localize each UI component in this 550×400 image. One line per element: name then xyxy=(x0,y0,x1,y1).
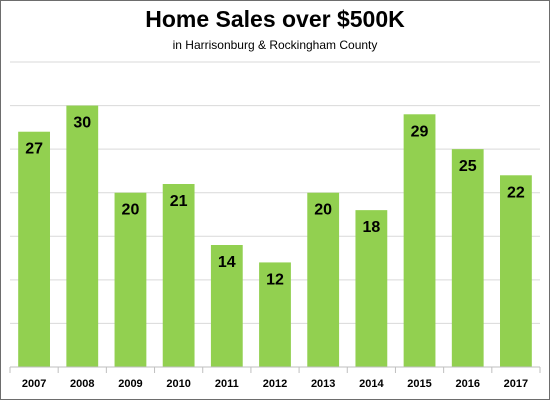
bar-2012 xyxy=(259,262,291,367)
data-label-2015: 29 xyxy=(411,123,429,140)
x-tick-label-2013: 2013 xyxy=(311,378,335,390)
data-label-2008: 30 xyxy=(73,115,91,132)
data-label-2016: 25 xyxy=(459,158,477,175)
x-tick-label-2016: 2016 xyxy=(455,378,479,390)
x-tick-label-2015: 2015 xyxy=(407,378,431,390)
bar-2009 xyxy=(114,192,147,367)
data-label-2007: 27 xyxy=(25,141,43,158)
data-label-2012: 12 xyxy=(266,271,284,288)
x-tick-label-2014: 2014 xyxy=(359,378,384,390)
data-label-2011: 14 xyxy=(218,254,236,271)
chart-subtitle: in Harrisonburg & Rockingham County xyxy=(172,38,378,52)
data-label-2017: 22 xyxy=(507,184,525,201)
x-tick-label-2008: 2008 xyxy=(70,378,94,390)
x-tick-label-2009: 2009 xyxy=(118,378,142,390)
x-tick-label-2007: 2007 xyxy=(22,378,46,390)
bar-2014 xyxy=(355,210,388,367)
data-label-2009: 20 xyxy=(122,202,140,219)
chart-title: Home Sales over $500K xyxy=(145,6,405,32)
data-label-2013: 20 xyxy=(314,202,332,219)
x-tick-label-2010: 2010 xyxy=(166,378,190,390)
bar-2016 xyxy=(451,149,484,367)
bar-2013 xyxy=(307,192,340,367)
x-tick-label-2011: 2011 xyxy=(215,378,239,390)
bar-2011 xyxy=(210,245,243,367)
data-label-2014: 18 xyxy=(362,219,380,236)
x-tick-label-2017: 2017 xyxy=(504,378,528,390)
bar-2010 xyxy=(162,184,195,367)
x-tick-label-2012: 2012 xyxy=(263,378,287,390)
bar-2017 xyxy=(500,175,532,367)
bar-2008 xyxy=(66,105,99,368)
bar-2015 xyxy=(403,114,436,368)
bar-2007 xyxy=(18,131,50,367)
data-label-2010: 21 xyxy=(170,193,188,210)
